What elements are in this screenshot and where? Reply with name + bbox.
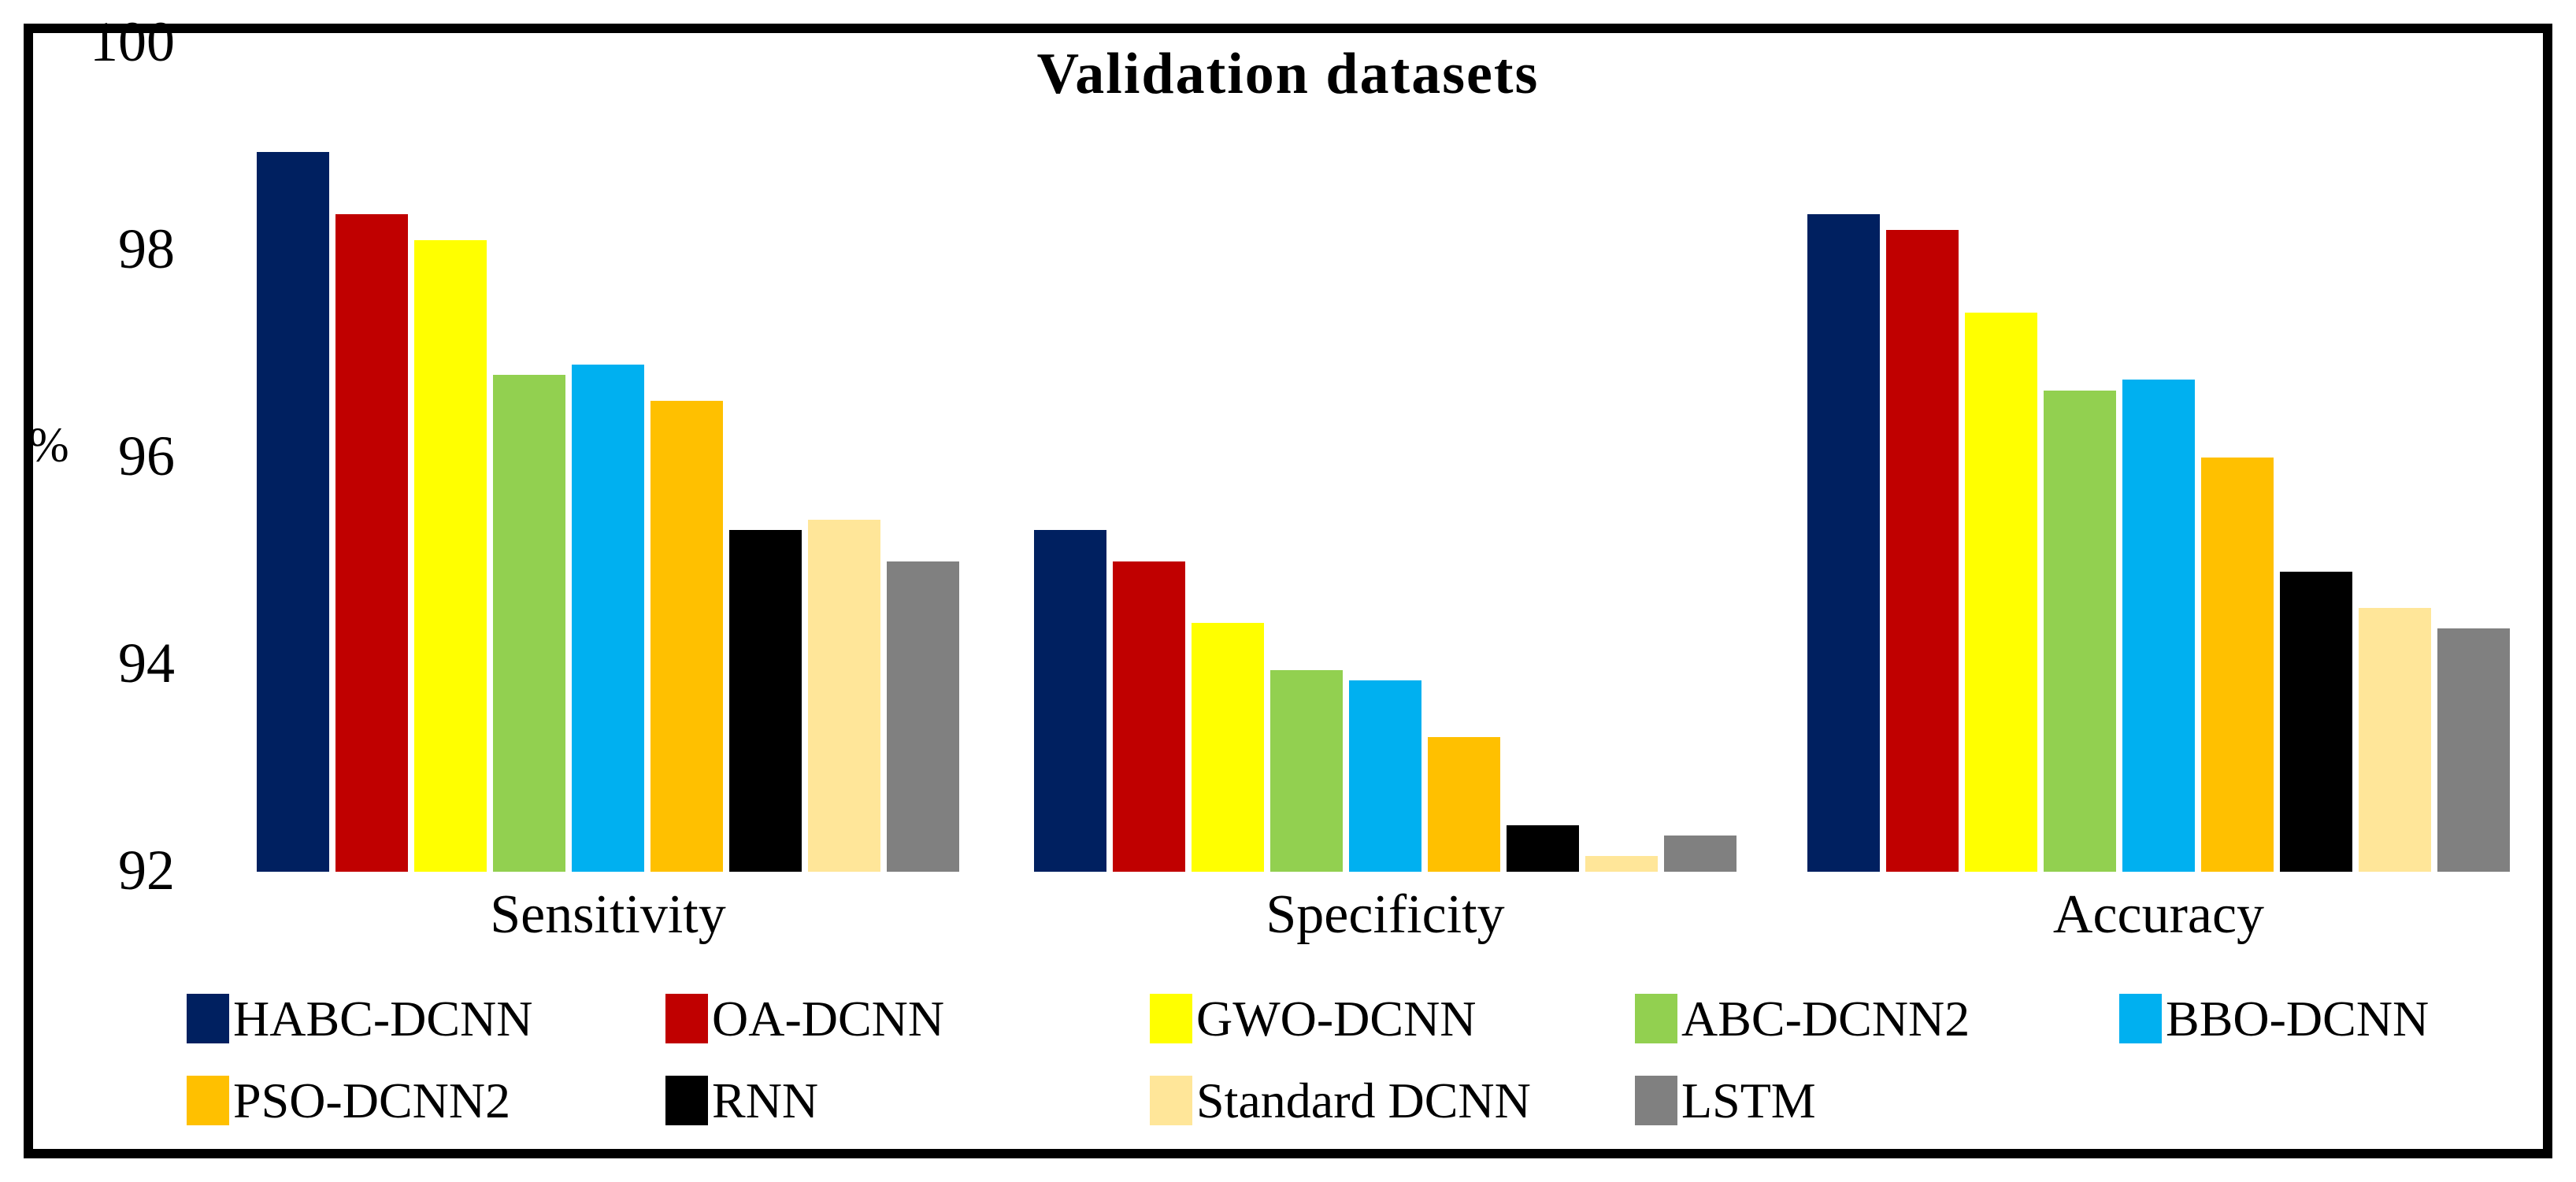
y-axis-title: % [28, 418, 69, 472]
legend-item-bbo-dcnn: BBO-DCNN [2119, 991, 2430, 1047]
legend-item-pso-dcnn2: PSO-DCNN2 [187, 1073, 511, 1128]
legend-item-gwo-dcnn: GWO-DCNN [1150, 991, 1477, 1047]
legend-swatch-gwo-dcnn [1150, 994, 1192, 1043]
bar-oa-dcnn-accuracy [1886, 229, 1959, 872]
category-label-sensitivity: Sensitivity [490, 884, 726, 945]
legend-label-pso-dcnn2: PSO-DCNN2 [233, 1073, 511, 1128]
bar-abc-dcnn2-accuracy [2044, 390, 2116, 872]
legend-item-rnn: RNN [665, 1073, 819, 1128]
y-tick-96: 96 [118, 424, 175, 487]
legend-swatch-bbo-dcnn [2119, 994, 2162, 1043]
bar-gwo-dcnn-accuracy [1965, 312, 2037, 872]
y-tick-100: 100 [90, 9, 175, 73]
bar-lstm-specificity [1664, 835, 1736, 872]
bar-pso-dcnn2-sensitivity [650, 400, 723, 872]
legend-swatch-oa-dcnn [665, 994, 708, 1043]
bar-oa-dcnn-specificity [1113, 561, 1185, 872]
legend-item-oa-dcnn: OA-DCNN [665, 991, 945, 1047]
legend-item-standard-dcnn: Standard DCNN [1150, 1073, 1531, 1128]
legend-label-habc-dcnn: HABC-DCNN [233, 991, 533, 1047]
figure-border [24, 24, 2552, 1158]
y-tick-98: 98 [118, 217, 175, 280]
legend-swatch-habc-dcnn [187, 994, 229, 1043]
bar-bbo-dcnn-accuracy [2122, 380, 2195, 872]
legend-label-oa-dcnn: OA-DCNN [712, 991, 945, 1047]
bar-group-specificity [1034, 43, 1736, 872]
y-tick-94: 94 [118, 631, 175, 695]
y-tick-92: 92 [118, 838, 175, 902]
bar-standard-dcnn-sensitivity [808, 519, 880, 872]
legend-swatch-abc-dcnn2 [1635, 994, 1677, 1043]
legend-item-lstm: LSTM [1635, 1073, 1816, 1128]
bar-lstm-sensitivity [887, 561, 959, 872]
bar-bbo-dcnn-specificity [1349, 680, 1421, 872]
bar-habc-dcnn-sensitivity [257, 152, 329, 872]
category-label-accuracy: Accuracy [2052, 884, 2265, 945]
bar-habc-dcnn-accuracy [1807, 213, 1880, 872]
bar-standard-dcnn-specificity [1585, 856, 1658, 872]
legend-label-rnn: RNN [712, 1073, 819, 1128]
bar-bbo-dcnn-sensitivity [572, 364, 644, 872]
category-label-specificity: Specificity [1266, 884, 1505, 945]
bar-abc-dcnn2-specificity [1270, 669, 1343, 872]
legend-label-abc-dcnn2: ABC-DCNN2 [1681, 991, 1970, 1047]
legend-swatch-lstm [1635, 1076, 1677, 1125]
bar-group-accuracy [1807, 43, 2510, 872]
bar-lstm-accuracy [2437, 628, 2510, 872]
legend-label-lstm: LSTM [1681, 1073, 1816, 1128]
bar-gwo-dcnn-specificity [1192, 623, 1264, 872]
legend-label-gwo-dcnn: GWO-DCNN [1196, 991, 1477, 1047]
bar-abc-dcnn2-sensitivity [493, 374, 565, 872]
bar-pso-dcnn2-specificity [1428, 737, 1500, 872]
legend-swatch-standard-dcnn [1150, 1076, 1192, 1125]
bar-gwo-dcnn-sensitivity [414, 239, 487, 872]
legend-swatch-pso-dcnn2 [187, 1076, 229, 1125]
bar-group-sensitivity [257, 43, 959, 872]
bar-rnn-accuracy [2280, 571, 2352, 872]
legend-label-bbo-dcnn: BBO-DCNN [2166, 991, 2430, 1047]
chart-title: Validation datasets [1036, 42, 1540, 106]
bar-rnn-specificity [1507, 824, 1579, 872]
legend-swatch-rnn [665, 1076, 708, 1125]
legend-item-abc-dcnn2: ABC-DCNN2 [1635, 991, 1970, 1047]
bar-rnn-sensitivity [729, 530, 802, 872]
bar-standard-dcnn-accuracy [2359, 607, 2431, 872]
legend-item-habc-dcnn: HABC-DCNN [187, 991, 533, 1047]
bar-habc-dcnn-specificity [1034, 530, 1106, 872]
bar-oa-dcnn-sensitivity [335, 213, 408, 872]
bar-pso-dcnn2-accuracy [2201, 458, 2274, 872]
legend-label-standard-dcnn: Standard DCNN [1196, 1073, 1531, 1128]
